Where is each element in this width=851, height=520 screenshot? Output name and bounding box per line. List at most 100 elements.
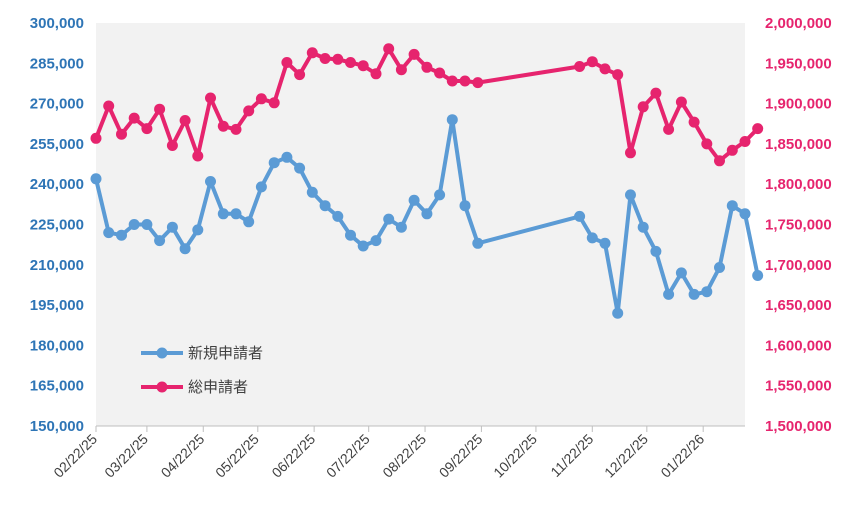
series — [90, 43, 764, 319]
data-point — [421, 208, 433, 220]
series-1 — [90, 43, 764, 167]
data-point — [217, 208, 229, 220]
data-point — [408, 48, 420, 60]
left-axis-tick-label: 270,000 — [30, 96, 84, 113]
data-point — [395, 221, 407, 233]
data-point — [154, 103, 166, 115]
data-point — [701, 138, 713, 150]
x-axis-tick-label: 10/22/25 — [490, 431, 540, 481]
data-point — [128, 219, 140, 230]
data-point — [383, 213, 395, 225]
x-axis-tick-label: 07/22/25 — [323, 431, 373, 481]
legend-entry-new-applicants: 新規申請者 — [141, 344, 263, 362]
series-line — [94, 117, 760, 316]
legend-marker-total-applicants — [156, 381, 168, 393]
data-point — [90, 173, 102, 185]
data-point — [446, 114, 458, 126]
data-point — [714, 262, 725, 273]
data-point — [421, 61, 433, 73]
right-axis-tick-label: 1,900,000 — [765, 96, 832, 113]
series-line — [94, 46, 760, 163]
data-point — [192, 224, 204, 236]
right-axis-tick-label: 1,950,000 — [765, 55, 832, 72]
data-point — [625, 189, 636, 201]
data-point — [726, 200, 738, 212]
data-point — [294, 69, 306, 81]
legend-label-new-applicants: 新規申請者 — [188, 344, 263, 362]
data-point — [574, 61, 586, 72]
data-point — [701, 286, 713, 298]
data-point — [675, 267, 687, 279]
right-axis-tick-label: 1,500,000 — [765, 418, 832, 435]
left-axis-tick-label: 240,000 — [30, 176, 84, 193]
data-point — [752, 270, 764, 281]
data-point — [434, 67, 446, 79]
x-axis-tick-label: 11/22/25 — [547, 431, 596, 480]
data-point — [383, 43, 395, 55]
plot-area — [96, 23, 745, 426]
data-point — [650, 245, 662, 257]
data-point — [752, 123, 764, 135]
x-axis-tick-label: 09/22/25 — [436, 431, 486, 481]
data-point — [675, 96, 687, 108]
right-axis-tick-label: 1,650,000 — [765, 297, 832, 314]
data-point — [637, 221, 649, 233]
data-point — [739, 136, 751, 147]
data-point — [255, 93, 267, 105]
data-point — [332, 53, 344, 65]
right-axis-tick-label: 1,700,000 — [765, 257, 832, 274]
data-point — [472, 77, 484, 89]
data-point — [408, 194, 420, 206]
data-point — [281, 57, 293, 68]
data-point — [586, 56, 598, 68]
data-point — [599, 63, 611, 75]
data-point — [434, 189, 446, 201]
data-point — [306, 47, 318, 59]
x-axis-tick-label: 02/22/25 — [50, 431, 100, 481]
data-point — [357, 240, 369, 252]
data-point — [268, 97, 280, 109]
data-point — [472, 237, 484, 249]
right-axis-tick-label: 1,550,000 — [765, 378, 832, 395]
data-point — [739, 208, 751, 220]
data-point — [446, 75, 458, 87]
left-axis-tick-label: 165,000 — [30, 378, 84, 395]
left-axis-tick-label: 255,000 — [30, 136, 84, 153]
data-point — [650, 87, 662, 99]
data-point — [688, 288, 700, 300]
data-point — [459, 200, 471, 212]
data-point — [370, 235, 382, 247]
data-point — [612, 69, 624, 81]
data-point — [103, 227, 115, 239]
data-point — [90, 132, 102, 144]
data-point — [166, 140, 178, 151]
legend-marker-new-applicants — [156, 347, 168, 359]
x-axis-tick-label: 04/22/25 — [158, 431, 208, 481]
data-point — [141, 219, 153, 230]
x-axis: 02/22/25 03/22/25 04/22/25 05/22/25 06/22/25… — [50, 425, 745, 481]
right-axis-ticks: 1,500,000 1,550,000 1,600,000 1,650,000 1,70… — [765, 15, 832, 435]
left-axis-tick-label: 285,000 — [30, 55, 84, 72]
data-point — [255, 181, 267, 193]
data-point — [599, 237, 611, 249]
right-axis-tick-label: 1,600,000 — [765, 337, 832, 354]
data-point — [345, 229, 356, 241]
data-point — [128, 112, 140, 124]
left-axis-tick-label: 150,000 — [30, 418, 84, 435]
data-point — [612, 307, 624, 319]
data-point — [345, 57, 356, 68]
legend-entry-total-applicants: 総申請者 — [141, 378, 248, 396]
data-point — [230, 123, 242, 135]
right-axis-tick-label: 1,850,000 — [765, 136, 832, 153]
x-axis-tick-label: 08/22/25 — [379, 431, 429, 481]
data-point — [586, 232, 598, 244]
data-point — [116, 128, 127, 140]
right-axis-tick-label: 1,800,000 — [765, 176, 832, 193]
data-point — [319, 53, 331, 64]
left-axis-tick-label: 300,000 — [30, 15, 84, 32]
data-point — [459, 75, 471, 87]
data-point — [281, 151, 293, 163]
data-point — [319, 200, 331, 212]
data-point — [243, 105, 255, 117]
